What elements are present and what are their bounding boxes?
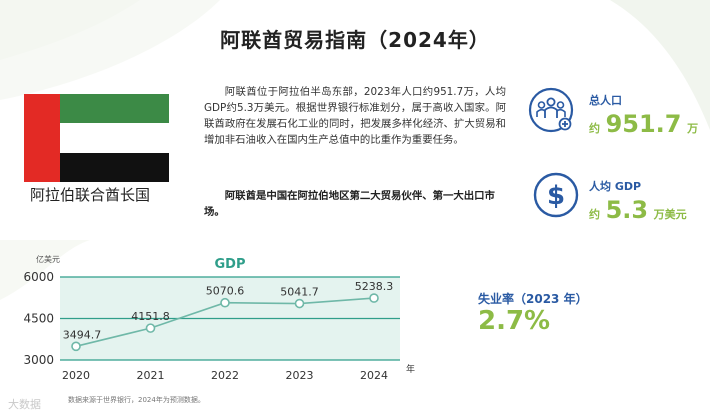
gdp-per-capita-unit: 万美元	[653, 208, 687, 221]
y-axis-label: 亿美元	[36, 254, 60, 264]
gdp-per-capita-prefix: 约	[589, 208, 600, 221]
unemployment-value: 2.7%	[478, 306, 551, 336]
data-label: 4151.8	[131, 310, 170, 323]
y-tick-label: 4500	[23, 312, 54, 326]
x-tick-label: 2024	[360, 369, 388, 382]
data-point	[145, 323, 156, 333]
y-tick-label: 3000	[23, 353, 54, 367]
flag-white-stripe	[60, 123, 169, 153]
data-point	[294, 298, 305, 309]
unemployment-label: 失业率（2023 年）	[478, 292, 588, 306]
population-unit: 万	[687, 122, 699, 135]
dollar-icon: $	[533, 172, 579, 218]
population-number: 951.7	[605, 110, 682, 138]
data-point	[220, 297, 230, 308]
source-note: 数据来源于世界银行，2024年为预测数据。	[68, 396, 205, 404]
gdp-per-capita-label: 人均 GDP	[589, 180, 642, 193]
gdp-per-capita-value: 约 5.3 万美元	[589, 196, 687, 224]
data-point	[71, 341, 81, 352]
x-tick-label: 2020	[62, 369, 90, 382]
page-title: 阿联酋贸易指南（2024年）	[220, 28, 490, 52]
flag-red-band	[24, 94, 60, 182]
data-label: 5238.3	[355, 280, 394, 293]
data-label: 3494.7	[63, 328, 102, 341]
gdp-line-chart: 3000 4500 6000 亿美元 GDP 3494.7 2020 4151.8 2021 50…	[23, 254, 415, 382]
population-prefix: 约	[589, 122, 600, 135]
data-point	[369, 293, 379, 303]
intro-paragraph: 阿联酋位于阿拉伯半岛东部，2023年人口约951.7万，人均GDP约5.3万美元…	[204, 86, 506, 146]
population-value: 约 951.7 万	[589, 110, 698, 138]
gdp-per-capita-number: 5.3	[605, 196, 649, 224]
data-label: 5041.7	[280, 286, 319, 299]
uae-flag	[24, 94, 169, 182]
svg-text:$: $	[547, 181, 565, 211]
data-label: 5070.6	[206, 285, 245, 298]
flag-black-stripe	[60, 153, 169, 182]
x-tick-label: 2021	[137, 369, 165, 382]
highlight-paragraph: 阿联酋是中国在阿拉伯地区第二大贸易伙伴、第一大出口市场。	[204, 190, 495, 218]
country-name: 阿拉伯联合酋长国	[30, 186, 151, 204]
people-icon	[528, 87, 574, 133]
chart-title: GDP	[215, 257, 246, 272]
x-axis-label: 年	[406, 363, 415, 375]
population-label: 总人口	[589, 94, 622, 107]
flag-green-stripe	[60, 94, 169, 123]
watermark: 大数据	[8, 398, 41, 411]
x-tick-label: 2022	[211, 369, 239, 382]
y-tick-label: 6000	[23, 270, 54, 284]
x-tick-label: 2023	[286, 369, 314, 382]
